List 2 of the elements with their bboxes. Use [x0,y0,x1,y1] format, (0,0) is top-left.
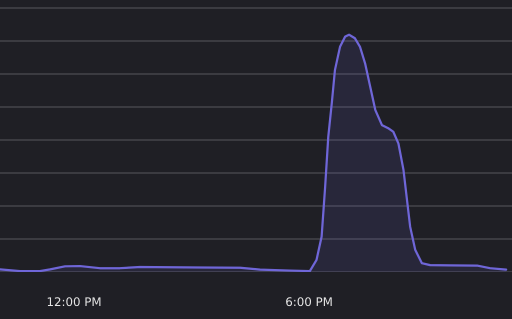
x-tick-label: 6:00 PM [286,297,332,306]
x-tick-label: 12:00 PM [48,297,100,306]
